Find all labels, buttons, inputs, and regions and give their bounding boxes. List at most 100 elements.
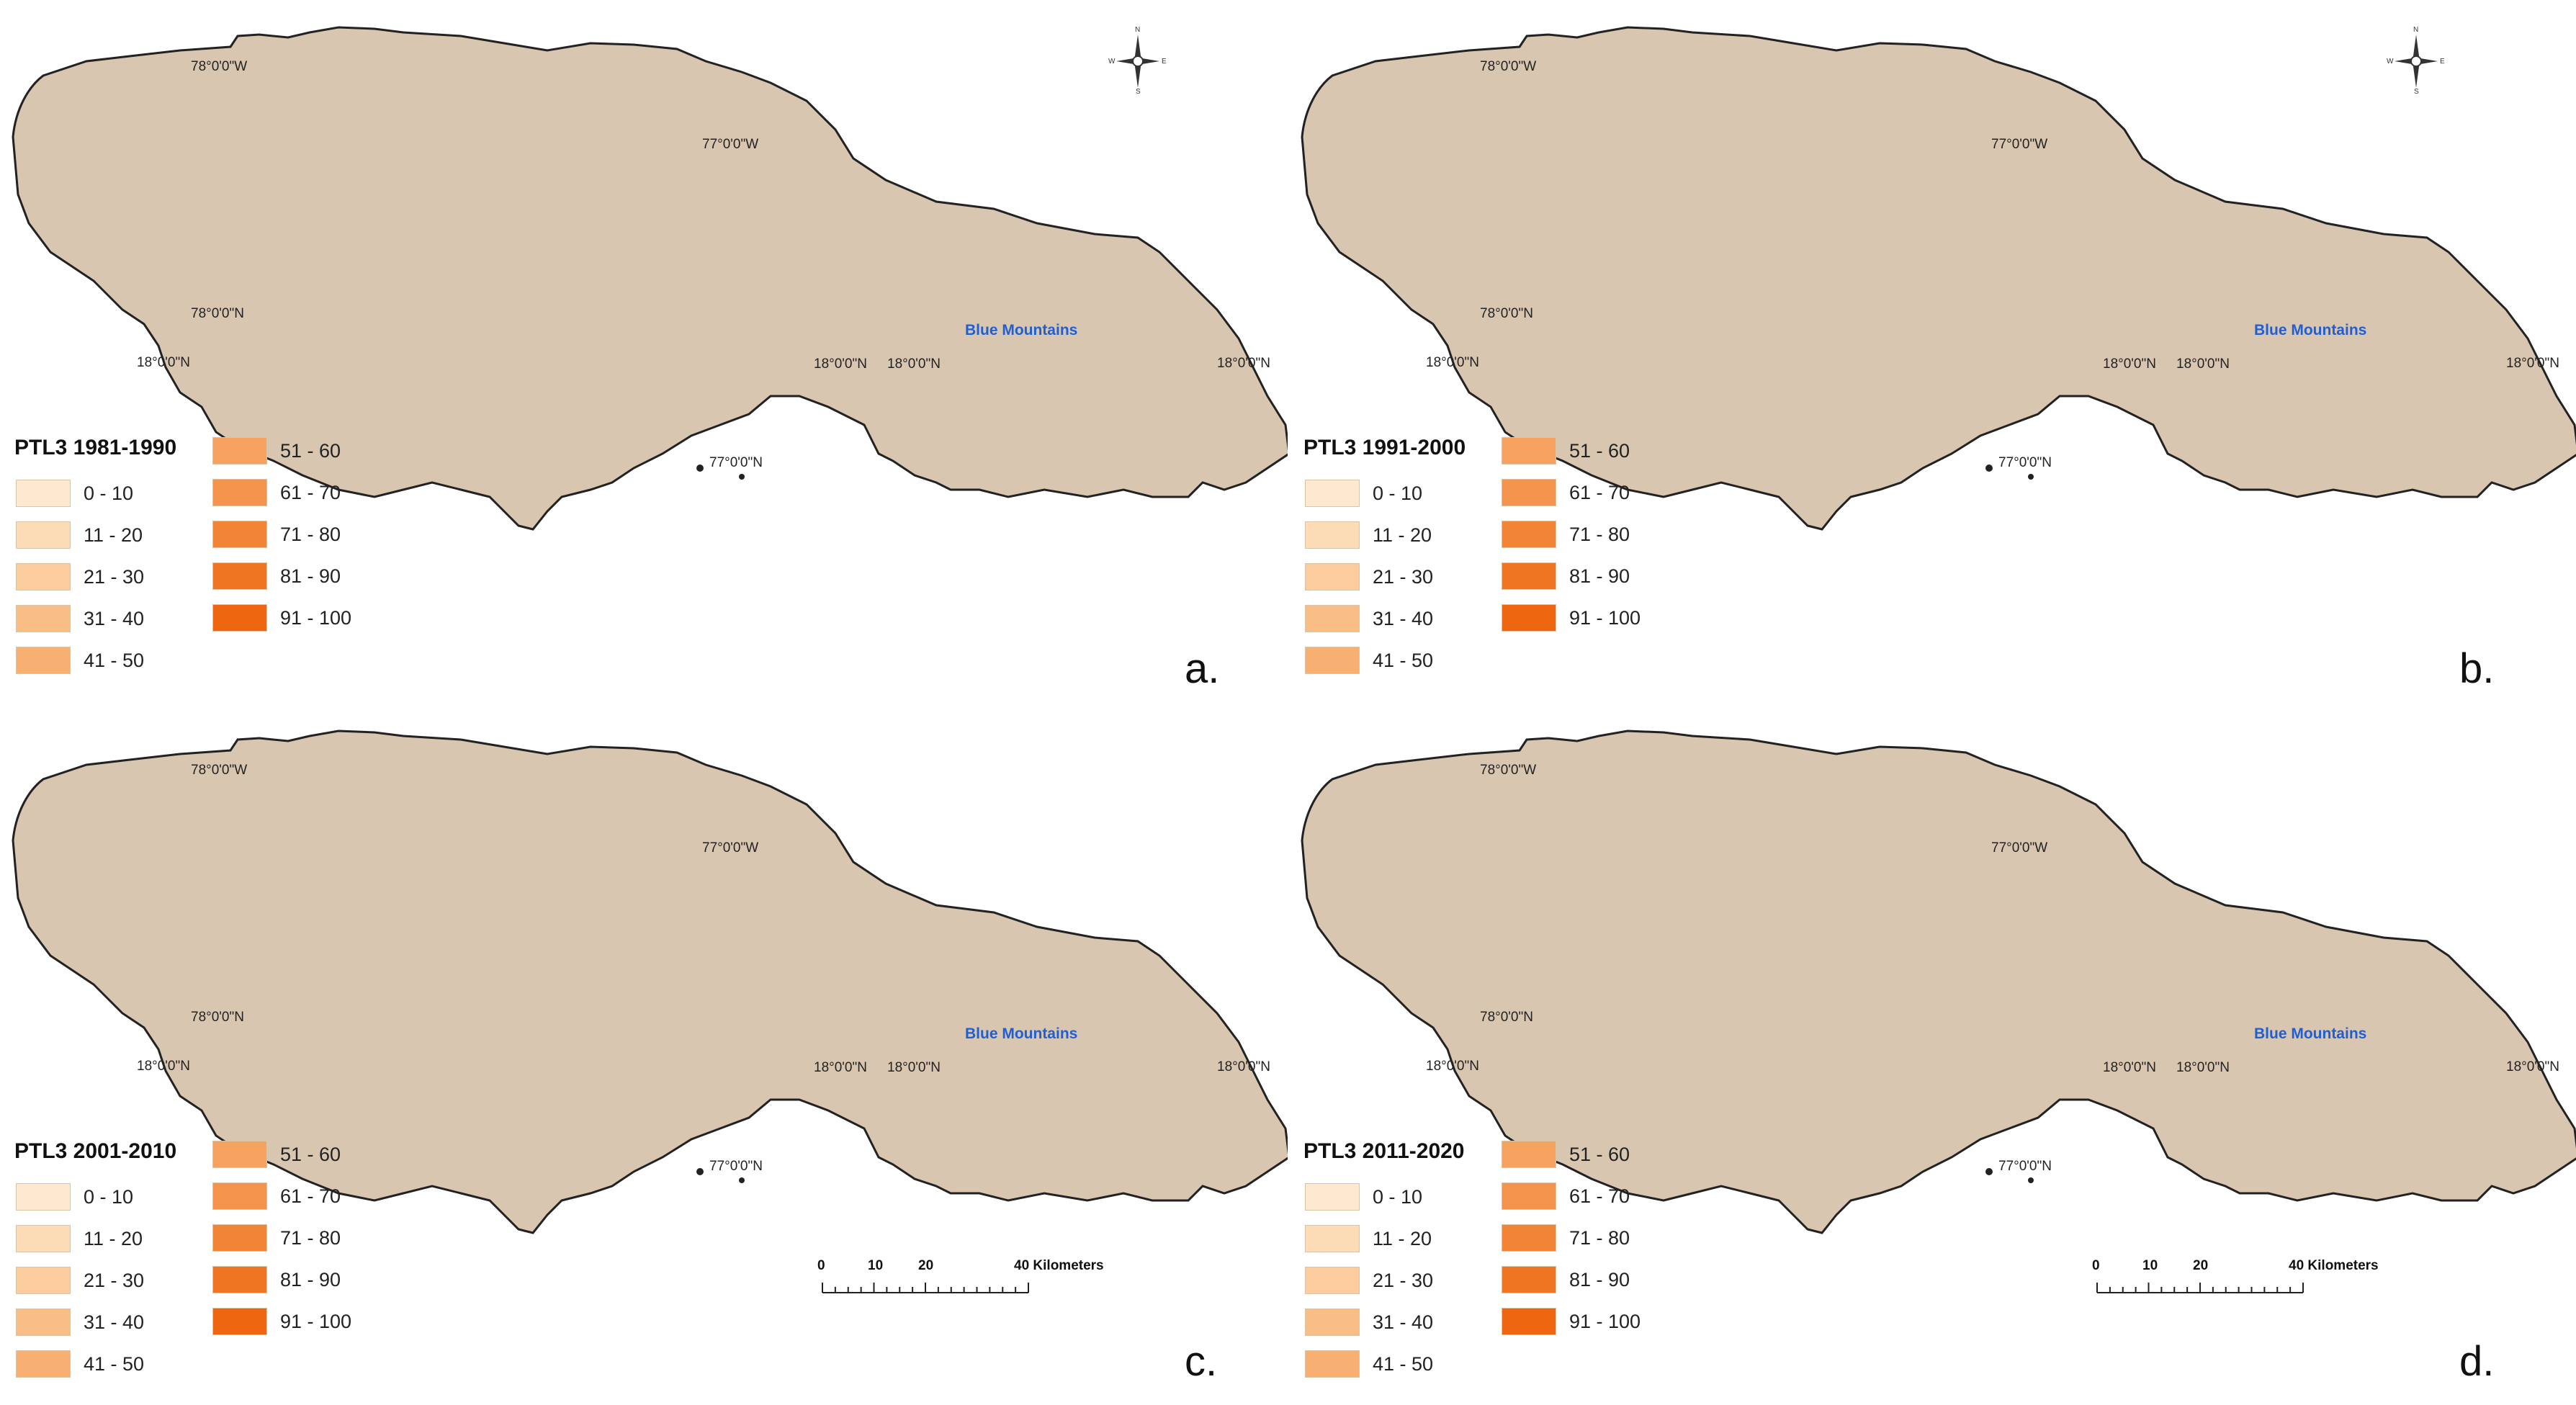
legend-swatch bbox=[212, 1308, 267, 1335]
legend-swatch bbox=[1502, 479, 1556, 506]
legend-item: 0 - 10 bbox=[16, 479, 133, 508]
legend-label: 61 - 70 bbox=[280, 481, 341, 503]
legend-swatch bbox=[16, 647, 71, 674]
legend-item: 91 - 100 bbox=[212, 603, 351, 632]
legend-item: 71 - 80 bbox=[1502, 520, 1630, 549]
legend-item: 51 - 60 bbox=[212, 436, 341, 465]
legend-label: 41 - 50 bbox=[84, 649, 145, 671]
legend-item: 61 - 70 bbox=[1502, 1182, 1630, 1211]
legend-item: 81 - 90 bbox=[1502, 1265, 1630, 1294]
compass-label-n: N bbox=[2413, 26, 2419, 34]
legend-label: 71 - 80 bbox=[1569, 1226, 1630, 1249]
legend-label: 61 - 70 bbox=[1569, 481, 1630, 503]
coord-label-lat-18-left: 18°0'0"N bbox=[137, 355, 190, 370]
scale-tick-label: 20 bbox=[2193, 1258, 2209, 1273]
legend-swatch bbox=[16, 1309, 71, 1336]
map-panel-a: 78°0'0"W 77°0'0"W 78°0'0"N 18°0'0"N 18°0'0"N… bbox=[0, 0, 1288, 701]
coord-label-lat-18-right: 18°0'0"N bbox=[2506, 1059, 2559, 1074]
legend-swatch bbox=[212, 1224, 267, 1252]
legend-swatch bbox=[1305, 563, 1360, 591]
legend-label: 81 - 90 bbox=[280, 1268, 341, 1290]
scale-tick-label: 20 bbox=[918, 1258, 934, 1273]
legend-item: 11 - 20 bbox=[16, 1224, 143, 1253]
legend-swatch bbox=[1305, 480, 1360, 507]
legend-swatch bbox=[212, 562, 267, 590]
legend-item: 91 - 100 bbox=[1502, 603, 1641, 632]
legend-swatch bbox=[1305, 647, 1360, 674]
legend-swatch bbox=[16, 605, 71, 632]
legend-swatch bbox=[1305, 521, 1360, 549]
legend-item: 51 - 60 bbox=[1502, 1140, 1630, 1169]
legend-swatch bbox=[1502, 437, 1556, 464]
land-area bbox=[1302, 27, 2576, 529]
coord-label-lat-18-left: 18°0'0"N bbox=[137, 1059, 190, 1074]
scale-tick-label: 0 bbox=[2092, 1258, 2100, 1273]
place-label-blue-mountains: Blue Mountains bbox=[2254, 1025, 2367, 1042]
legend-item: 0 - 10 bbox=[1305, 1182, 1422, 1211]
legend-item: 21 - 30 bbox=[1305, 1266, 1433, 1295]
map-panel-b: 78°0'0"W 77°0'0"W 78°0'0"N 18°0'0"N 18°0'0"N… bbox=[1289, 0, 2576, 701]
legend-label: 31 - 40 bbox=[84, 1311, 145, 1333]
legend-label: 41 - 50 bbox=[1373, 1352, 1434, 1375]
jamaica-map-c bbox=[12, 730, 1288, 1234]
legend-label: 21 - 30 bbox=[1373, 565, 1434, 588]
place-label-blue-mountains: Blue Mountains bbox=[965, 322, 1078, 338]
legend-label: 91 - 100 bbox=[280, 606, 352, 629]
coord-label-lat-18-left: 18°0'0"N bbox=[1426, 1059, 1479, 1074]
coord-label-lon-78: 78°0'0"W bbox=[191, 59, 248, 74]
compass-label-e: E bbox=[2440, 58, 2445, 66]
legend-swatch bbox=[1502, 604, 1556, 632]
legend-swatch bbox=[212, 1182, 267, 1210]
legend-item: 61 - 70 bbox=[1502, 478, 1630, 507]
compass-label-s: S bbox=[1136, 88, 1141, 96]
north-arrow-icon: N S W E bbox=[2387, 26, 2445, 96]
legend-item: 11 - 20 bbox=[1305, 521, 1432, 549]
legend-swatch bbox=[212, 1266, 267, 1293]
legend-label: 51 - 60 bbox=[1569, 439, 1630, 462]
land-area bbox=[1302, 731, 2576, 1233]
legend-swatch bbox=[1502, 1224, 1556, 1252]
legend-item: 41 - 50 bbox=[16, 646, 144, 675]
compass-label-w: W bbox=[1108, 58, 1116, 66]
coord-label-lat-78-left: 78°0'0"N bbox=[1480, 1010, 1533, 1025]
legend-label: 31 - 40 bbox=[84, 607, 145, 629]
compass-label-s: S bbox=[2414, 88, 2419, 96]
legend-item: 51 - 60 bbox=[1502, 436, 1630, 465]
coastline bbox=[12, 730, 1288, 1234]
legend-item: 91 - 100 bbox=[1502, 1307, 1641, 1336]
coord-label-lon-77-south: 77°0'0"N bbox=[709, 1159, 763, 1174]
legend-label: 11 - 20 bbox=[1373, 524, 1432, 546]
legend-label: 21 - 30 bbox=[84, 1269, 145, 1291]
legend-swatch bbox=[1305, 1350, 1360, 1378]
legend-label: 11 - 20 bbox=[1373, 1227, 1432, 1249]
legend-swatch bbox=[1502, 562, 1556, 590]
coord-label-lon-77-south: 77°0'0"N bbox=[1998, 455, 2052, 470]
legend-label: 91 - 100 bbox=[1569, 1310, 1641, 1332]
legend-item: 41 - 50 bbox=[1305, 1350, 1433, 1378]
legend-label: 0 - 10 bbox=[84, 1185, 134, 1208]
scale-bar: 0 10 20 40 Kilometers bbox=[817, 1258, 1152, 1301]
coord-label-lat-18-mid-a: 18°0'0"N bbox=[814, 356, 867, 372]
coord-label-lat-78-left: 78°0'0"N bbox=[191, 306, 244, 321]
legend-swatch bbox=[212, 437, 267, 464]
jamaica-map-d bbox=[1301, 730, 2576, 1234]
place-label-blue-mountains: Blue Mountains bbox=[965, 1025, 1078, 1042]
legend-item: 41 - 50 bbox=[1305, 646, 1433, 675]
legend-item: 21 - 30 bbox=[16, 1266, 144, 1295]
legend-swatch bbox=[1305, 1309, 1360, 1336]
legend-item: 41 - 50 bbox=[16, 1350, 144, 1378]
coord-label-lat-78-left: 78°0'0"N bbox=[1480, 306, 1533, 321]
legend-item: 11 - 20 bbox=[1305, 1224, 1432, 1253]
panel-letter: a. bbox=[1185, 645, 1220, 692]
scale-tick-label: 10 bbox=[2142, 1258, 2158, 1273]
coord-label-lat-18-right: 18°0'0"N bbox=[2506, 356, 2559, 371]
legend-swatch bbox=[16, 480, 71, 507]
legend-item: 91 - 100 bbox=[212, 1307, 351, 1336]
legend-item: 61 - 70 bbox=[212, 1182, 341, 1211]
legend-label: 21 - 30 bbox=[84, 565, 145, 588]
legend-swatch bbox=[16, 1267, 71, 1294]
legend-item: 11 - 20 bbox=[16, 521, 143, 549]
scale-end-label: 40 Kilometers bbox=[2289, 1258, 2379, 1273]
legend-label: 0 - 10 bbox=[84, 482, 134, 504]
legend-swatch bbox=[1305, 1225, 1360, 1252]
